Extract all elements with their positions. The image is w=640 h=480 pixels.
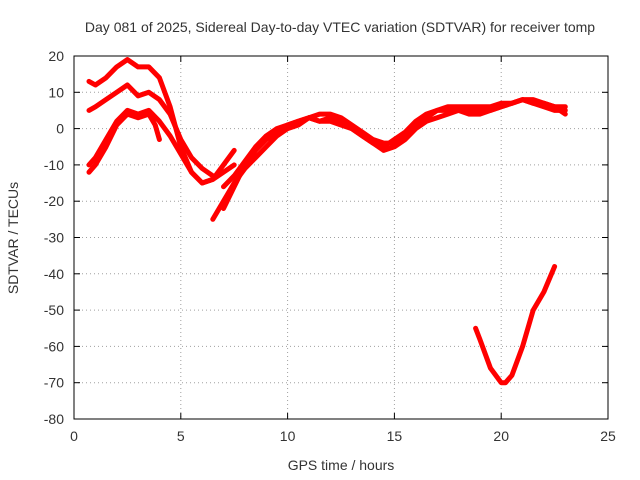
series-line-track-b <box>86 82 216 179</box>
y-tick-label: -70 <box>44 375 64 391</box>
series-line-track-c <box>86 111 162 175</box>
y-tick-label: -10 <box>44 157 64 173</box>
y-tick-label: -40 <box>44 266 64 282</box>
y-tick-label: -50 <box>44 302 64 318</box>
grid <box>74 56 608 419</box>
chart-title: Day 081 of 2025, Sidereal Day-to-day VTE… <box>85 19 595 35</box>
y-tick-labels: -80 -70 -60 -50 -40 -30 -20 -10 0 10 20 <box>44 48 64 427</box>
x-tick-labels: 0 5 10 15 20 25 <box>70 428 616 444</box>
y-tick-label: 20 <box>48 48 64 64</box>
y-tick-label: -60 <box>44 338 64 354</box>
x-tick-label: 25 <box>600 428 616 444</box>
y-tick-label: -30 <box>44 230 64 246</box>
x-tick-label: 0 <box>70 428 78 444</box>
series-line-track-e <box>210 97 568 222</box>
data-series <box>86 57 568 386</box>
x-tick-label: 15 <box>387 428 403 444</box>
y-axis-label: SDTVAR / TECUs <box>5 182 21 294</box>
series-line-track-g <box>221 97 568 190</box>
y-tick-label: 10 <box>48 84 64 100</box>
x-axis-label: GPS time / hours <box>288 457 395 473</box>
axis-ticks <box>73 55 609 420</box>
y-tick-label: -20 <box>44 193 64 209</box>
x-tick-label: 20 <box>493 428 509 444</box>
series-line-track-d <box>86 107 237 186</box>
y-tick-label: -80 <box>44 411 64 427</box>
y-tick-label: 0 <box>56 121 64 137</box>
series-line-track-h <box>473 264 558 386</box>
x-tick-label: 5 <box>177 428 185 444</box>
x-tick-label: 10 <box>280 428 296 444</box>
